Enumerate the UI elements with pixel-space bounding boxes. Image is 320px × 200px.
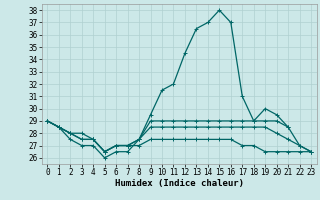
X-axis label: Humidex (Indice chaleur): Humidex (Indice chaleur) [115,179,244,188]
